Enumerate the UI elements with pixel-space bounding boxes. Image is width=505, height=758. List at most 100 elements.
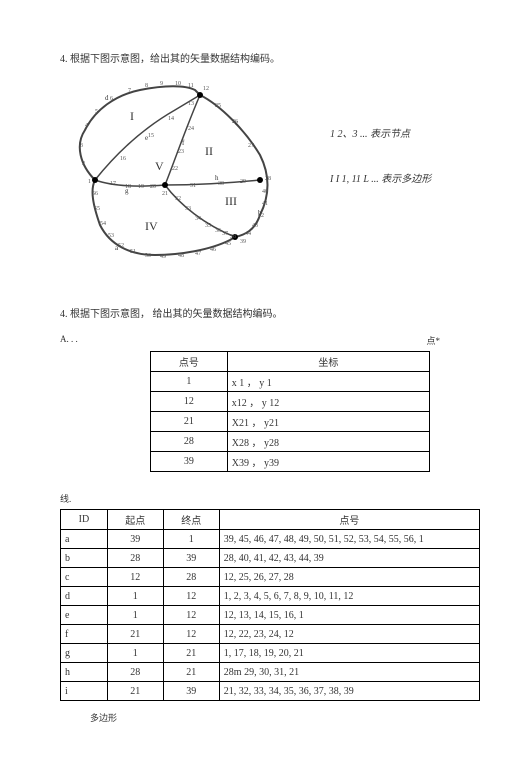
svg-text:51: 51 (130, 249, 136, 255)
svg-text:3: 3 (80, 143, 83, 149)
svg-text:42: 42 (258, 213, 264, 219)
svg-text:III: III (225, 194, 237, 208)
cell: 28 (107, 663, 163, 682)
cell: 39 (151, 452, 228, 472)
topology-diagram: I II III IV V a b c d e f g h 1 2 3 4 5 … (60, 75, 290, 275)
svg-text:33: 33 (185, 206, 191, 212)
svg-text:36: 36 (215, 228, 221, 234)
table-header-row: 点号 坐标 (151, 352, 430, 372)
svg-text:7: 7 (128, 88, 131, 94)
svg-text:18: 18 (125, 184, 131, 190)
points-table: 点号 坐标 1x 1 ， y 1 12x12 ， y 12 21X21 ， y2… (150, 351, 430, 472)
cell: c (61, 568, 108, 587)
cell: 1 (107, 644, 163, 663)
cell: 12 (163, 625, 219, 644)
svg-text:52: 52 (118, 243, 124, 249)
svg-text:43: 43 (252, 223, 258, 229)
points-header-coord: 坐标 (227, 352, 429, 372)
cell: h (61, 663, 108, 682)
svg-text:45: 45 (225, 241, 231, 247)
svg-text:38: 38 (230, 234, 236, 240)
table-row: a39139, 45, 46, 47, 48, 49, 50, 51, 52, … (61, 530, 480, 549)
cell: 1, 2, 3, 4, 5, 6, 7, 8, 9, 10, 11, 12 (219, 587, 479, 606)
cell: x12 ， y 12 (227, 392, 429, 412)
edges-header-id: ID (61, 510, 108, 530)
svg-text:46: 46 (210, 247, 216, 253)
svg-text:I: I (130, 109, 134, 123)
side-notes: 1 2、3 ... 表示节点 I I 1, 11 L ... 表示多边形 (330, 125, 431, 185)
cell: 1 (151, 372, 228, 392)
svg-text:53: 53 (108, 233, 114, 239)
table-row: 21X21 ， y21 (151, 412, 430, 432)
side-note-2: I I 1, 11 L ... 表示多边形 (330, 170, 431, 185)
cell: a (61, 530, 108, 549)
edges-header-end: 终点 (163, 510, 219, 530)
svg-text:12: 12 (203, 86, 209, 92)
svg-text:56: 56 (92, 191, 98, 197)
cell: 21 (107, 625, 163, 644)
table-row: d1121, 2, 3, 4, 5, 6, 7, 8, 9, 10, 11, 1… (61, 587, 480, 606)
svg-text:1: 1 (88, 179, 91, 185)
svg-text:17: 17 (110, 181, 116, 187)
svg-text:47: 47 (195, 251, 201, 257)
svg-text:15: 15 (148, 133, 154, 139)
svg-text:29: 29 (240, 179, 246, 185)
points-label-suffix: 点* (426, 334, 440, 347)
svg-text:10: 10 (175, 81, 181, 87)
svg-text:11: 11 (188, 83, 194, 89)
svg-text:13: 13 (188, 101, 194, 107)
svg-text:26: 26 (232, 119, 238, 125)
svg-text:27: 27 (248, 143, 254, 149)
cell: f (61, 625, 108, 644)
svg-text:9: 9 (160, 81, 163, 87)
table-row: c122812, 25, 26, 27, 28 (61, 568, 480, 587)
table-row: g1211, 17, 18, 19, 20, 21 (61, 644, 480, 663)
svg-text:30: 30 (218, 181, 224, 187)
table-row: 1x 1 ， y 1 (151, 372, 430, 392)
svg-text:19: 19 (138, 184, 144, 190)
polygons-label: 多边形 (90, 711, 485, 724)
cell: 28 (107, 549, 163, 568)
cell: 12 (163, 606, 219, 625)
table-row: b283928, 40, 41, 42, 43, 44, 39 (61, 549, 480, 568)
cell: e (61, 606, 108, 625)
cell: 28m 29, 30, 31, 21 (219, 663, 479, 682)
svg-text:28: 28 (265, 176, 271, 182)
cell: g (61, 644, 108, 663)
table-row: 12x12 ， y 12 (151, 392, 430, 412)
cell: X21 ， y21 (227, 412, 429, 432)
edges-table: ID 起点 终点 点号 a39139, 45, 46, 47, 48, 49, … (60, 509, 480, 701)
cell: 39 (163, 682, 219, 701)
svg-text:2: 2 (82, 161, 85, 167)
cell: X28 ， y28 (227, 432, 429, 452)
points-label-prefix: A. . . (60, 334, 78, 347)
cell: x 1 ， y 1 (227, 372, 429, 392)
table-row: i213921, 32, 33, 34, 35, 36, 37, 38, 39 (61, 682, 480, 701)
svg-text:16: 16 (120, 156, 126, 162)
svg-text:48: 48 (178, 253, 184, 259)
cell: 21, 32, 33, 34, 35, 36, 37, 38, 39 (219, 682, 479, 701)
svg-text:35: 35 (205, 223, 211, 229)
cell: 12 (107, 568, 163, 587)
cell: 12, 13, 14, 15, 16, 1 (219, 606, 479, 625)
svg-text:20: 20 (150, 184, 156, 190)
cell: 12, 25, 26, 27, 28 (219, 568, 479, 587)
edges-header-start: 起点 (107, 510, 163, 530)
cell: 28 (163, 568, 219, 587)
cell: i (61, 682, 108, 701)
svg-text:41: 41 (262, 201, 268, 207)
lines-label: 线. (60, 492, 485, 505)
cell: 1 (107, 606, 163, 625)
svg-text:II: II (205, 144, 213, 158)
svg-text:37: 37 (222, 231, 228, 237)
svg-text:6: 6 (110, 96, 113, 102)
table-row: 39X39 ， y39 (151, 452, 430, 472)
question-text-1: 4. 根据下图示意图，给出其的矢量数据结构编码。 (60, 50, 485, 65)
svg-text:44: 44 (245, 231, 251, 237)
table-row: e11212, 13, 14, 15, 16, 1 (61, 606, 480, 625)
svg-text:d: d (105, 94, 109, 102)
cell: 21 (163, 663, 219, 682)
cell: 21 (107, 682, 163, 701)
cell: 21 (163, 644, 219, 663)
cell: 1, 17, 18, 19, 20, 21 (219, 644, 479, 663)
